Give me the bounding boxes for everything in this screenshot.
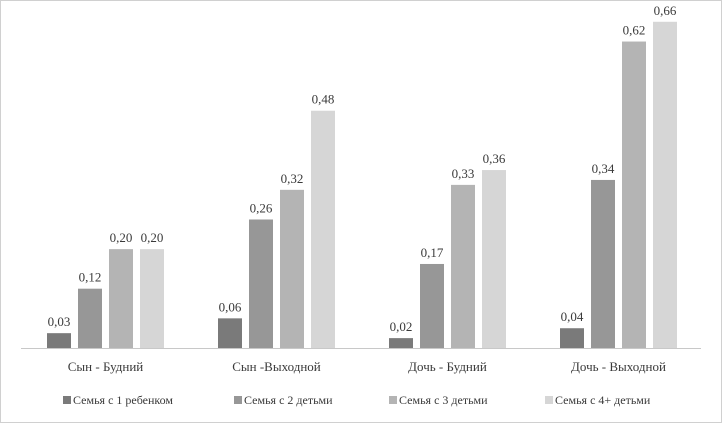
data-label-series-1-1: 0,03 xyxy=(48,314,71,329)
bar-series-1-1 xyxy=(47,333,71,348)
data-label-series-4-2: 0,48 xyxy=(312,92,335,107)
x-tick-label-1: Сын - Будний xyxy=(68,359,144,374)
data-label-series-3-2: 0,32 xyxy=(281,171,304,186)
legend-swatch-4 xyxy=(545,396,553,404)
data-label-series-3-1: 0,20 xyxy=(110,230,133,245)
data-label-series-4-4: 0,66 xyxy=(654,3,677,18)
bar-series-4-3 xyxy=(482,170,506,348)
legend-label-4: Семья с 4+ детьми xyxy=(555,393,651,407)
legend-swatch-3 xyxy=(389,396,397,404)
data-label-series-2-2: 0,26 xyxy=(250,200,273,215)
bar-series-4-1 xyxy=(140,249,164,348)
x-tick-label-2: Сын -Выходной xyxy=(232,359,321,374)
data-label-series-2-4: 0,34 xyxy=(592,161,615,176)
bar-series-3-3 xyxy=(451,184,475,348)
bar-series-3-4 xyxy=(622,41,646,349)
x-tick-label-4: Дочь - Выходной xyxy=(571,359,666,374)
bar-series-1-3 xyxy=(389,338,413,348)
data-label-series-1-2: 0,06 xyxy=(219,299,242,314)
data-label-series-1-4: 0,04 xyxy=(561,309,584,324)
legend-label-3: Семья с 3 детьми xyxy=(399,393,488,407)
bar-series-1-2 xyxy=(218,318,242,348)
legend-label-2: Семья с 2 детьми xyxy=(244,393,333,407)
data-label-series-4-1: 0,20 xyxy=(141,230,164,245)
data-label-series-1-3: 0,02 xyxy=(390,319,413,334)
bar-series-4-4 xyxy=(653,21,677,349)
legend-swatch-1 xyxy=(63,396,71,404)
bar-series-2-3 xyxy=(420,263,444,348)
legend-swatch-2 xyxy=(234,396,242,404)
legend-label-1: Семья с 1 ребенком xyxy=(73,393,173,407)
bar-series-2-2 xyxy=(249,219,273,348)
x-tick-label-3: Дочь - Будний xyxy=(408,359,487,374)
data-label-series-2-3: 0,17 xyxy=(421,245,444,260)
data-label-series-2-1: 0,12 xyxy=(79,270,102,285)
bar-series-2-4 xyxy=(591,179,615,348)
bar-series-3-1 xyxy=(109,249,133,348)
data-label-series-4-3: 0,36 xyxy=(483,151,506,166)
bar-series-2-1 xyxy=(78,288,102,348)
bar-series-4-2 xyxy=(311,110,335,348)
data-label-series-3-3: 0,33 xyxy=(452,166,475,181)
data-label-series-3-4: 0,62 xyxy=(623,23,646,38)
bar-series-3-2 xyxy=(280,189,304,348)
bar-series-1-4 xyxy=(560,328,584,348)
